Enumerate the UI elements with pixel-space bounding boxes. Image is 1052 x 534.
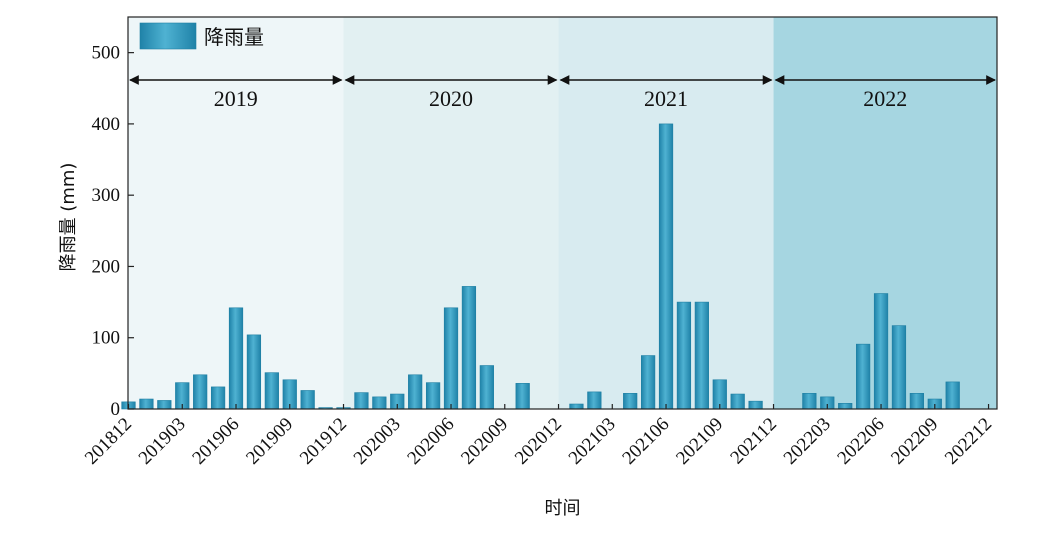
bar-202101 (569, 403, 584, 410)
x-tick-label-202003: 202003 (350, 414, 405, 469)
bar-202106 (658, 123, 674, 410)
y-tick-label-0: 0 (111, 399, 121, 420)
x-axis-title: 时间 (545, 498, 581, 519)
bar-202001 (354, 392, 369, 410)
y-axis-title: 降雨量 (mm) (58, 163, 79, 272)
bar-202105 (640, 355, 656, 410)
bar-201904 (193, 374, 208, 410)
y-tick-label-500: 500 (92, 43, 121, 64)
bar-202206 (873, 293, 889, 410)
y-tick-label-300: 300 (92, 185, 121, 206)
bar-201908 (264, 372, 279, 410)
bar-202010 (515, 383, 530, 410)
bar-202204 (838, 402, 853, 410)
bar-202006 (443, 307, 459, 410)
x-tick-label-201912: 201912 (296, 414, 351, 469)
period-label-2019: 2019 (214, 86, 258, 111)
x-tick-label-202206: 202206 (833, 414, 888, 469)
legend-swatch (139, 22, 197, 50)
bar-202205 (856, 343, 871, 410)
x-tick-label-202009: 202009 (457, 414, 512, 469)
period-label-2021: 2021 (644, 86, 688, 111)
x-tick-label-202209: 202209 (887, 414, 942, 469)
x-tick-label-202112: 202112 (726, 414, 781, 469)
bar-201907 (246, 334, 262, 410)
y-tick-label-100: 100 (92, 328, 121, 349)
bar-202008 (479, 365, 494, 410)
x-tick-label-202012: 202012 (511, 414, 566, 469)
bar-201910 (300, 390, 315, 410)
bar-202207 (891, 325, 907, 410)
bar-202004 (408, 374, 423, 410)
period-label-2020: 2020 (429, 86, 473, 111)
bar-201905 (210, 386, 226, 410)
bar-202111 (748, 400, 763, 410)
x-tick-label-202106: 202106 (618, 414, 673, 469)
y-tick-label-200: 200 (92, 256, 121, 277)
bar-201906 (228, 307, 244, 410)
x-tick-label-202006: 202006 (403, 414, 458, 469)
period-arrows-group: 2019 2020 2021 2022 (129, 75, 996, 111)
bar-201902 (157, 400, 172, 410)
x-tick-label-201906: 201906 (188, 414, 243, 469)
bar-202210 (945, 381, 960, 410)
bar-202104 (623, 393, 638, 410)
bar-202005 (425, 382, 441, 410)
x-tick-label-202212: 202212 (941, 414, 996, 469)
bar-202102 (587, 391, 602, 410)
x-tick-label-202109: 202109 (672, 414, 727, 469)
legend-label: 降雨量 (204, 25, 264, 49)
legend: 降雨量 (139, 22, 264, 50)
bar-202208 (909, 393, 924, 410)
plot-frame (127, 16, 998, 410)
bar-201901 (139, 398, 154, 410)
bars-group (121, 123, 960, 410)
x-tick-label-201903: 201903 (135, 414, 190, 469)
period-label-2022: 2022 (863, 86, 907, 111)
x-tick-label-201909: 201909 (242, 414, 297, 469)
bar-202107 (676, 301, 692, 410)
x-tick-label-201812: 201812 (81, 414, 136, 469)
x-tick-label-202203: 202203 (780, 414, 835, 469)
bar-202108 (694, 301, 709, 410)
bar-202007 (461, 286, 477, 410)
bar-202202 (802, 393, 817, 410)
x-tick-label-202103: 202103 (565, 414, 620, 469)
y-tick-label-400: 400 (92, 114, 121, 135)
bar-202002 (372, 396, 387, 410)
bar-202110 (730, 393, 745, 410)
